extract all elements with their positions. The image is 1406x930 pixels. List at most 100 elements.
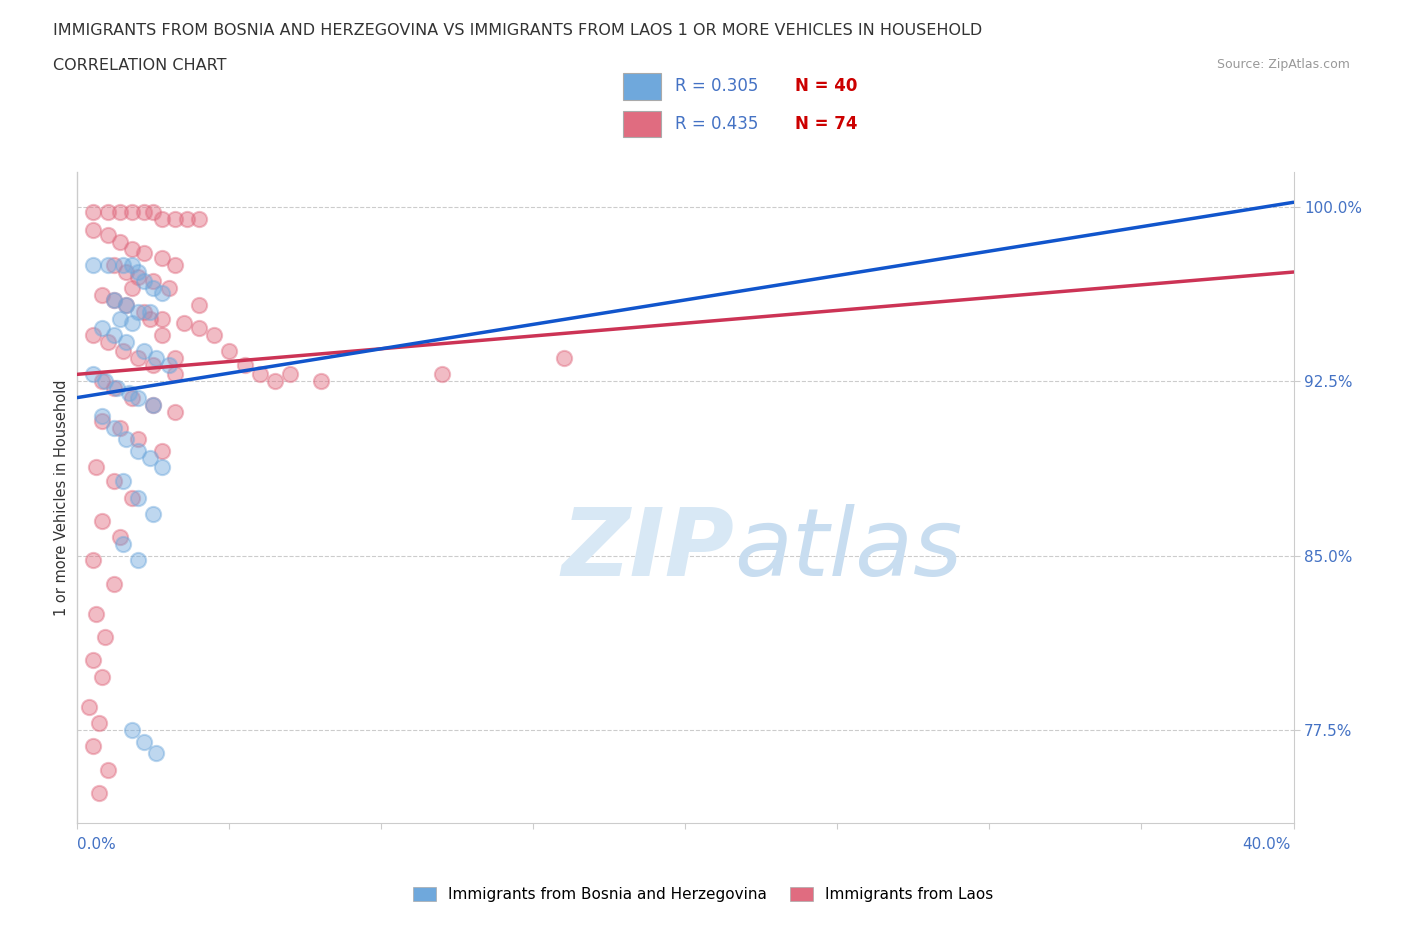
Point	[97, 204, 120, 219]
Point	[134, 273, 156, 288]
Point	[157, 357, 180, 372]
Text: ZIP: ZIP	[561, 504, 734, 595]
Point	[152, 250, 174, 266]
FancyBboxPatch shape	[623, 73, 661, 100]
Point	[264, 374, 287, 389]
Point	[82, 552, 104, 567]
Point	[90, 374, 112, 389]
Point	[157, 281, 180, 296]
Point	[142, 281, 165, 296]
Point	[163, 211, 186, 226]
Point	[145, 746, 167, 761]
Point	[152, 327, 174, 342]
Point	[97, 258, 120, 272]
Point	[82, 204, 104, 219]
Point	[121, 315, 143, 330]
Point	[142, 397, 165, 412]
Point	[127, 264, 149, 279]
Point	[115, 264, 138, 279]
Point	[145, 351, 167, 365]
Point	[90, 413, 112, 428]
Point	[127, 304, 149, 319]
Point	[115, 432, 138, 446]
Point	[188, 297, 211, 312]
Text: atlas: atlas	[734, 504, 962, 595]
Text: CORRELATION CHART: CORRELATION CHART	[53, 58, 226, 73]
Point	[82, 653, 104, 668]
Text: N = 40: N = 40	[796, 77, 858, 96]
Point	[103, 258, 125, 272]
Point	[121, 258, 143, 272]
Point	[105, 380, 128, 395]
Point	[176, 211, 198, 226]
Point	[142, 506, 165, 521]
Point	[152, 459, 174, 474]
Point	[202, 327, 225, 342]
Point	[103, 327, 125, 342]
Point	[142, 397, 165, 412]
Point	[111, 343, 134, 358]
FancyBboxPatch shape	[623, 111, 661, 137]
Point	[111, 537, 134, 551]
Point	[553, 351, 575, 365]
Point	[127, 351, 149, 365]
Y-axis label: 1 or more Vehicles in Household: 1 or more Vehicles in Household	[53, 379, 69, 616]
Point	[97, 762, 120, 777]
Point	[127, 269, 149, 284]
Point	[93, 630, 115, 644]
Text: 40.0%: 40.0%	[1243, 837, 1291, 852]
Point	[163, 258, 186, 272]
Text: R = 0.305: R = 0.305	[675, 77, 758, 96]
Point	[127, 490, 149, 505]
Point	[103, 577, 125, 591]
Point	[163, 404, 186, 418]
Point	[97, 335, 120, 350]
Point	[97, 227, 120, 242]
Text: 0.0%: 0.0%	[77, 837, 117, 852]
Point	[103, 380, 125, 395]
Point	[249, 366, 271, 381]
Point	[152, 211, 174, 226]
Point	[233, 357, 256, 372]
Point	[82, 327, 104, 342]
Point	[108, 529, 131, 544]
Point	[90, 408, 112, 423]
Point	[111, 473, 134, 488]
Legend: Immigrants from Bosnia and Herzegovina, Immigrants from Laos: Immigrants from Bosnia and Herzegovina, …	[406, 881, 1000, 909]
Point	[115, 297, 138, 312]
Point	[121, 490, 143, 505]
Point	[139, 304, 162, 319]
Point	[103, 292, 125, 307]
Point	[82, 366, 104, 381]
Point	[87, 785, 110, 800]
Point	[142, 357, 165, 372]
Text: Source: ZipAtlas.com: Source: ZipAtlas.com	[1216, 58, 1350, 71]
Point	[90, 320, 112, 335]
Point	[127, 552, 149, 567]
Point	[127, 432, 149, 446]
Point	[103, 292, 125, 307]
Point	[108, 204, 131, 219]
Point	[108, 234, 131, 249]
Point	[103, 473, 125, 488]
Point	[127, 444, 149, 458]
Point	[188, 320, 211, 335]
Point	[82, 738, 104, 753]
Point	[90, 669, 112, 684]
Point	[142, 273, 165, 288]
Point	[121, 204, 143, 219]
Point	[134, 735, 156, 750]
Point	[152, 286, 174, 300]
Point	[103, 420, 125, 435]
Text: N = 74: N = 74	[796, 114, 858, 133]
Point	[111, 258, 134, 272]
Point	[79, 699, 101, 714]
Point	[139, 312, 162, 326]
Point	[188, 211, 211, 226]
Point	[163, 366, 186, 381]
Point	[121, 281, 143, 296]
Point	[152, 444, 174, 458]
Point	[309, 374, 332, 389]
Point	[430, 366, 453, 381]
Point	[84, 459, 107, 474]
